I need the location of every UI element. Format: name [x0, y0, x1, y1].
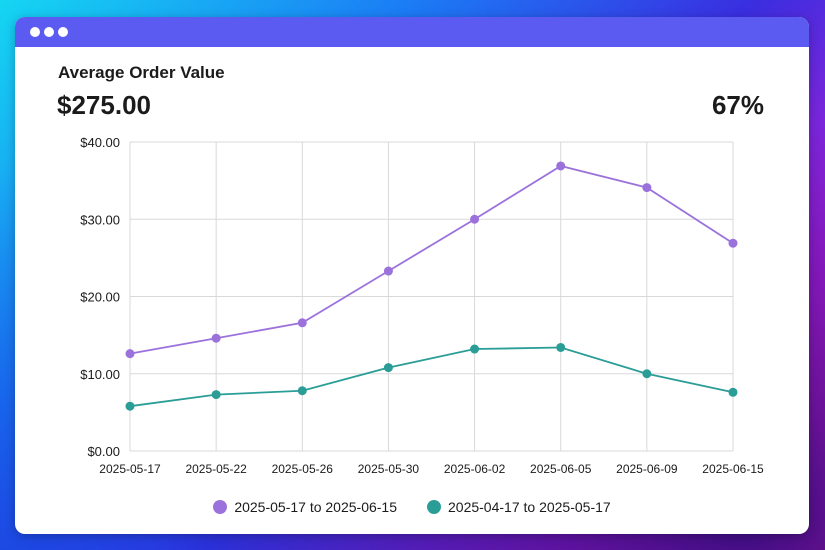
legend-label: 2025-04-17 to 2025-05-17 — [448, 499, 611, 515]
data-point — [383, 266, 393, 276]
series-current-line — [129, 164, 734, 355]
y-tick-label: $10.00 — [80, 367, 120, 382]
y-tick-label: $40.00 — [80, 135, 120, 150]
data-point — [383, 363, 393, 373]
data-point — [642, 183, 652, 193]
window-dot-icon — [44, 27, 54, 37]
y-tick-label: $30.00 — [80, 212, 120, 227]
x-tick-label: 2025-05-30 — [358, 462, 420, 476]
data-point — [125, 349, 135, 359]
x-tick-label: 2025-05-26 — [272, 462, 334, 476]
y-tick-label: $0.00 — [87, 444, 120, 459]
line-chart: $0.00 $10.00 $20.00 $30.00 $40.00 2025-05-17 2… — [80, 135, 764, 476]
window-dot-icon — [58, 27, 68, 37]
legend-item: 2025-05-17 to 2025-06-15 — [213, 499, 397, 515]
data-point — [642, 369, 652, 379]
data-point — [556, 161, 566, 171]
legend-label: 2025-05-17 to 2025-06-15 — [234, 499, 397, 515]
data-point — [211, 390, 221, 400]
series-previous-line — [129, 346, 734, 408]
data-point — [470, 214, 480, 224]
window-titlebar — [15, 17, 809, 47]
data-point — [728, 387, 738, 397]
data-point — [470, 344, 480, 354]
x-tick-label: 2025-06-15 — [702, 462, 764, 476]
x-tick-label: 2025-05-17 — [99, 462, 161, 476]
x-tick-label: 2025-06-02 — [444, 462, 506, 476]
data-point — [125, 401, 135, 411]
data-point — [556, 342, 566, 352]
percent-change: 67% — [711, 90, 764, 120]
data-point — [728, 238, 738, 248]
card-title: Average Order Value — [58, 63, 225, 82]
dashboard-window: Average Order Value $275.00 67% $0.00 $10… — [15, 17, 809, 534]
data-point — [211, 333, 221, 343]
legend-dot-icon — [213, 500, 228, 514]
data-point — [297, 318, 307, 328]
x-tick-label: 2025-06-09 — [616, 462, 678, 476]
x-tick-label: 2025-05-22 — [185, 462, 247, 476]
chart-legend: 2025-05-17 to 2025-06-15 2025-04-17 to 20… — [15, 499, 809, 515]
x-tick-label: 2025-06-05 — [530, 462, 592, 476]
total-value: $275.00 — [57, 90, 151, 120]
window-dot-icon — [30, 27, 40, 37]
data-point — [297, 386, 307, 396]
y-tick-label: $20.00 — [80, 290, 120, 305]
legend-item: 2025-04-17 to 2025-05-17 — [427, 499, 611, 515]
legend-dot-icon — [427, 500, 441, 514]
